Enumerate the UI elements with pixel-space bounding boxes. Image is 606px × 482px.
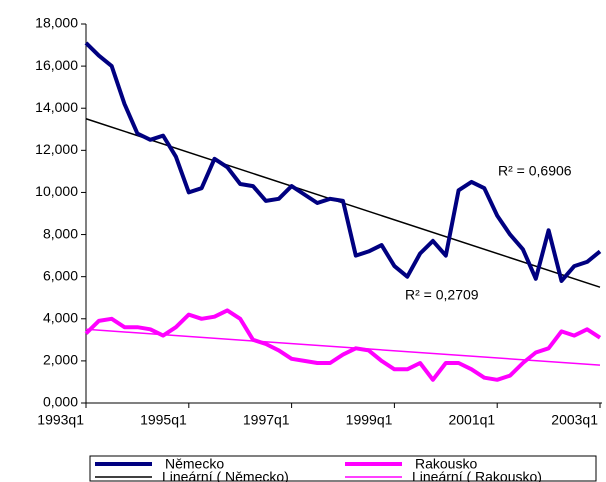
x-tick-label: 2003q1 <box>551 412 598 428</box>
legend-box <box>89 455 597 482</box>
legend-label: Lineární ( Německo) <box>162 469 289 482</box>
series-line <box>84 308 602 382</box>
y-tick-label: 8,000 <box>43 225 78 241</box>
legend-label: Německo <box>165 456 224 472</box>
x-tick-label: 1997q1 <box>243 412 290 428</box>
trendline <box>85 328 601 366</box>
y-tick-label: 0,000 <box>43 394 78 410</box>
y-tick-label: 12,000 <box>35 141 78 157</box>
y-tick-label: 18,000 <box>35 15 78 31</box>
x-tick-label: 1993q1 <box>37 412 84 428</box>
series-line <box>84 41 602 283</box>
r2-annotation: R² = 0,6906 <box>498 163 572 179</box>
x-tick-label: 2001q1 <box>448 412 495 428</box>
x-tick-label: 1999q1 <box>346 412 393 428</box>
r2-annotation: R² = 0,2709 <box>405 287 479 303</box>
y-tick-label: 2,000 <box>43 352 78 368</box>
y-tick-label: 4,000 <box>43 309 78 325</box>
legend-label: Lineární ( Rakousko) <box>412 469 542 482</box>
y-tick-label: 6,000 <box>43 267 78 283</box>
legend-label: Rakousko <box>415 456 477 472</box>
y-tick-label: 16,000 <box>35 57 78 73</box>
x-tick-label: 1995q1 <box>140 412 187 428</box>
y-tick-label: 14,000 <box>35 99 78 115</box>
y-tick-label: 10,000 <box>35 183 78 199</box>
